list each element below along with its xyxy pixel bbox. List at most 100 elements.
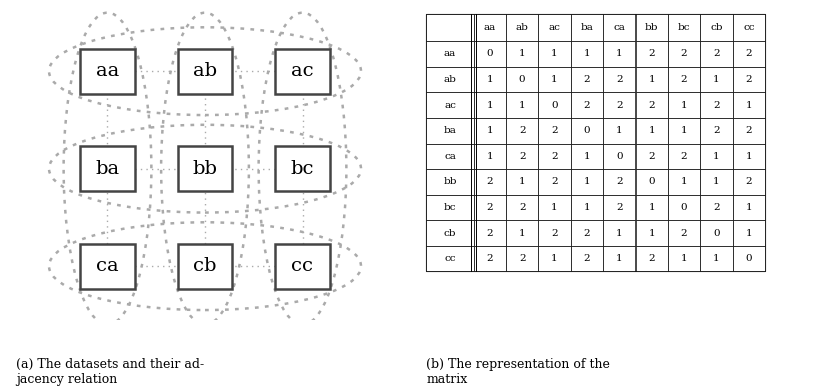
Bar <box>426 41 473 67</box>
Text: 2: 2 <box>680 229 686 238</box>
Bar <box>570 220 603 246</box>
Text: aa: aa <box>96 62 119 80</box>
Bar <box>473 92 505 118</box>
Text: 1: 1 <box>713 254 719 263</box>
Bar <box>603 246 635 271</box>
Bar <box>473 144 505 169</box>
Bar <box>426 144 473 169</box>
Bar <box>505 169 537 195</box>
Bar <box>537 14 570 41</box>
Bar <box>570 195 603 220</box>
Text: 2: 2 <box>680 50 686 58</box>
Bar <box>732 144 764 169</box>
Text: 1: 1 <box>583 177 590 186</box>
Bar <box>699 144 732 169</box>
Text: 1: 1 <box>680 254 686 263</box>
Bar <box>732 220 764 246</box>
Bar <box>667 41 699 67</box>
Text: 1: 1 <box>744 152 751 161</box>
Text: 1: 1 <box>550 254 557 263</box>
Text: bb: bb <box>443 177 456 186</box>
Bar <box>732 195 764 220</box>
Bar <box>635 92 667 118</box>
Text: 0: 0 <box>648 177 654 186</box>
Text: 2: 2 <box>744 126 751 135</box>
Text: 1: 1 <box>648 126 654 135</box>
Bar <box>732 92 764 118</box>
Bar <box>732 67 764 92</box>
Bar <box>505 67 537 92</box>
Bar <box>603 195 635 220</box>
Text: 2: 2 <box>486 203 492 212</box>
Text: ac: ac <box>548 23 559 32</box>
Bar <box>667 92 699 118</box>
Bar <box>699 220 732 246</box>
Text: 1: 1 <box>518 177 525 186</box>
Bar <box>732 246 764 271</box>
Bar <box>732 169 764 195</box>
Text: 2: 2 <box>550 177 557 186</box>
Text: aa: aa <box>483 23 495 32</box>
Text: 2: 2 <box>713 203 719 212</box>
Text: 1: 1 <box>680 126 686 135</box>
FancyBboxPatch shape <box>80 146 134 191</box>
Bar <box>699 246 732 271</box>
Text: 1: 1 <box>486 126 492 135</box>
Text: 1: 1 <box>550 50 557 58</box>
Text: ac: ac <box>444 101 455 110</box>
Text: ac: ac <box>291 62 314 80</box>
Text: 1: 1 <box>648 203 654 212</box>
FancyBboxPatch shape <box>80 244 134 289</box>
Text: 0: 0 <box>486 50 492 58</box>
Text: 1: 1 <box>713 152 719 161</box>
Bar <box>667 67 699 92</box>
Text: 1: 1 <box>615 50 622 58</box>
Bar <box>570 246 603 271</box>
Bar <box>537 144 570 169</box>
Text: bc: bc <box>443 203 455 212</box>
Text: 2: 2 <box>583 229 590 238</box>
Text: 1: 1 <box>713 177 719 186</box>
Text: 1: 1 <box>486 152 492 161</box>
Bar <box>699 14 732 41</box>
Text: aa: aa <box>443 50 455 58</box>
Text: 1: 1 <box>615 126 622 135</box>
Bar <box>537 67 570 92</box>
Bar <box>603 14 635 41</box>
Text: 2: 2 <box>713 50 719 58</box>
Bar <box>570 144 603 169</box>
Text: bb: bb <box>192 160 217 178</box>
Bar <box>603 92 635 118</box>
FancyBboxPatch shape <box>178 244 232 289</box>
Bar <box>603 118 635 144</box>
Text: 1: 1 <box>550 75 557 84</box>
Bar <box>667 246 699 271</box>
Bar <box>570 169 603 195</box>
Text: 1: 1 <box>744 101 751 110</box>
Text: 2: 2 <box>744 50 751 58</box>
Bar <box>667 144 699 169</box>
Bar <box>667 195 699 220</box>
FancyBboxPatch shape <box>80 49 134 94</box>
Bar <box>635 118 667 144</box>
Bar <box>426 118 473 144</box>
Bar <box>570 92 603 118</box>
Text: 2: 2 <box>518 254 525 263</box>
Bar <box>426 195 473 220</box>
Bar <box>699 169 732 195</box>
Text: 2: 2 <box>713 126 719 135</box>
Bar <box>426 169 473 195</box>
Bar <box>473 67 505 92</box>
Bar <box>537 41 570 67</box>
Bar <box>667 169 699 195</box>
Bar <box>635 144 667 169</box>
Text: 1: 1 <box>744 229 751 238</box>
Text: ca: ca <box>444 152 455 161</box>
Bar <box>505 41 537 67</box>
Text: cc: cc <box>291 257 313 275</box>
Text: 2: 2 <box>550 152 557 161</box>
Text: 1: 1 <box>550 203 557 212</box>
Text: 1: 1 <box>648 229 654 238</box>
Bar <box>635 195 667 220</box>
Text: ab: ab <box>443 75 456 84</box>
